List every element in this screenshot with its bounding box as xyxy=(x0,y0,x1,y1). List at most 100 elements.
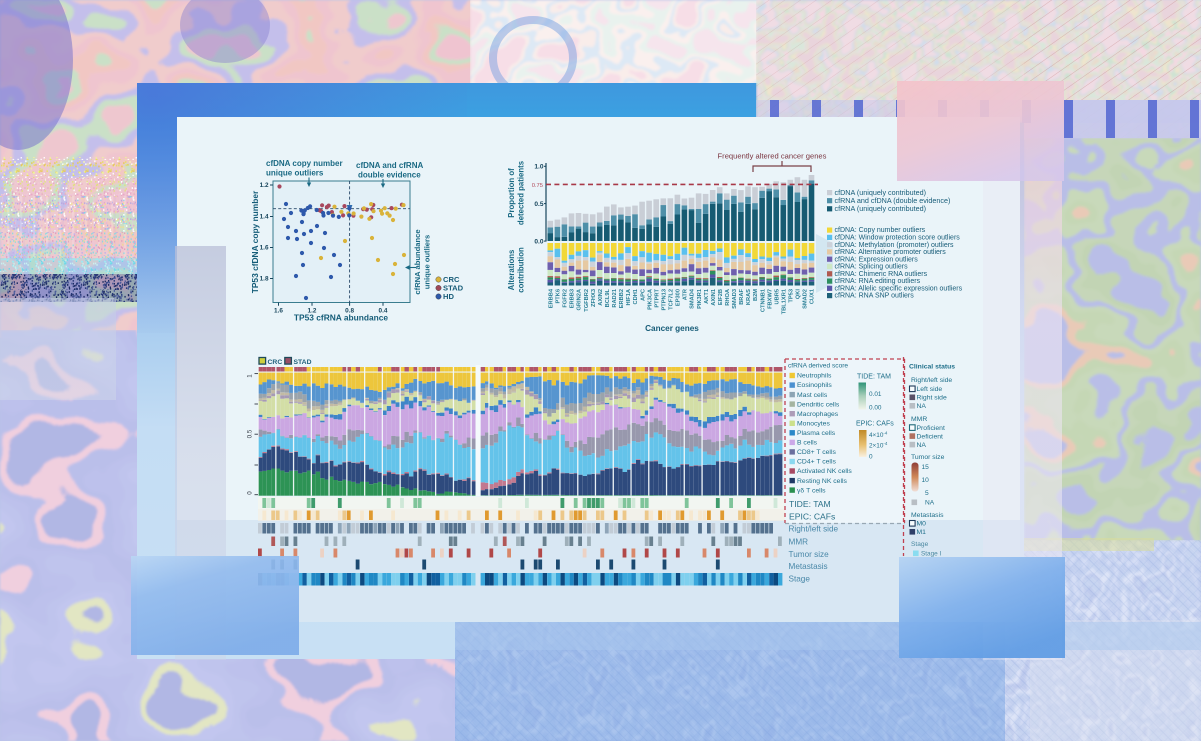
svg-text:Metastasis: Metastasis xyxy=(789,562,828,571)
svg-text:cfRNA: RNA SNP outliers: cfRNA: RNA SNP outliers xyxy=(835,293,915,300)
svg-text:double evidence: double evidence xyxy=(358,171,421,180)
svg-text:GRIN2A: GRIN2A xyxy=(577,289,583,311)
svg-text:NA: NA xyxy=(917,442,927,449)
svg-text:unique outliers: unique outliers xyxy=(423,235,432,289)
svg-text:0.00: 0.00 xyxy=(869,405,882,412)
svg-text:Tumor size: Tumor size xyxy=(911,454,945,461)
svg-text:1.2: 1.2 xyxy=(308,308,317,315)
svg-text:cfRNA: RNA editing outliers: cfRNA: RNA editing outliers xyxy=(835,278,921,285)
svg-text:cfRNA: Alternative promoter ou: cfRNA: Alternative promoter outliers xyxy=(835,249,947,256)
svg-text:STAD: STAD xyxy=(443,284,464,293)
svg-text:PTPN13: PTPN13 xyxy=(662,289,668,311)
svg-text:AKT1: AKT1 xyxy=(704,289,710,304)
svg-text:cfRNA: Expression outliers: cfRNA: Expression outliers xyxy=(835,256,919,263)
svg-text:Right/left side: Right/left side xyxy=(789,525,839,534)
svg-text:cfRNA: Splicing outliers: cfRNA: Splicing outliers xyxy=(835,264,909,271)
svg-text:QKI: QKI xyxy=(796,289,802,300)
svg-text:1.4: 1.4 xyxy=(260,214,269,221)
svg-text:ZFHX3: ZFHX3 xyxy=(591,289,597,307)
svg-text:0.5: 0.5 xyxy=(247,429,254,438)
svg-text:0.5: 0.5 xyxy=(534,201,543,208)
svg-text:EP300: EP300 xyxy=(676,289,682,306)
svg-text:APC: APC xyxy=(640,289,646,301)
svg-text:detected patients: detected patients xyxy=(517,160,526,225)
svg-text:TIDE: TAM: TIDE: TAM xyxy=(857,374,891,381)
svg-text:cfDNA: Copy number outliers: cfDNA: Copy number outliers xyxy=(835,227,926,234)
svg-text:Neutrophils: Neutrophils xyxy=(797,373,832,380)
svg-text:1: 1 xyxy=(247,374,254,378)
svg-text:γδ T cells: γδ T cells xyxy=(797,487,826,494)
svg-text:EPIC: CAFs: EPIC: CAFs xyxy=(856,421,894,428)
svg-text:STAD: STAD xyxy=(294,359,312,366)
svg-text:1.8: 1.8 xyxy=(260,276,269,283)
svg-text:Deficient: Deficient xyxy=(917,433,944,440)
svg-text:NA: NA xyxy=(917,403,927,410)
svg-text:CRC: CRC xyxy=(443,275,460,284)
svg-text:TIDE: TAM: TIDE: TAM xyxy=(789,499,831,509)
svg-text:PTPRT: PTPRT xyxy=(654,288,660,307)
svg-text:cfDNA: Methylation (promoter): cfDNA: Methylation (promoter) outliers xyxy=(835,242,955,249)
svg-text:KRAS: KRAS xyxy=(746,289,752,305)
svg-text:Alterations: Alterations xyxy=(507,249,516,290)
svg-text:EPIC: CAFs: EPIC: CAFs xyxy=(789,512,835,522)
svg-text:SMAD3: SMAD3 xyxy=(732,289,738,309)
svg-text:CD4+ T cells: CD4+ T cells xyxy=(797,459,836,466)
svg-text:Stage: Stage xyxy=(911,541,929,548)
svg-text:0.01: 0.01 xyxy=(869,391,882,398)
svg-text:Right side: Right side xyxy=(917,395,947,402)
svg-text:AXIN2: AXIN2 xyxy=(598,289,604,306)
svg-text:Activated NK cells: Activated NK cells xyxy=(797,468,852,475)
svg-text:PIK3CA: PIK3CA xyxy=(647,289,653,310)
svg-text:1.0: 1.0 xyxy=(534,164,543,171)
svg-text:FBXW7: FBXW7 xyxy=(767,289,773,309)
svg-text:UBR5: UBR5 xyxy=(774,289,780,305)
svg-text:cfRNA (uniquely contributed): cfRNA (uniquely contributed) xyxy=(835,204,927,213)
svg-text:HIF1A: HIF1A xyxy=(626,289,632,305)
svg-text:cfRNA: Allelic specific expres: cfRNA: Allelic specific expression outli… xyxy=(835,285,963,292)
svg-text:B cells: B cells xyxy=(797,440,818,447)
svg-text:EIF2B: EIF2B xyxy=(718,289,724,305)
svg-text:cfDNA: Window protection score: cfDNA: Window protection score outliers xyxy=(835,235,961,242)
svg-text:Macrophages: Macrophages xyxy=(797,411,839,418)
svg-text:Right/left side: Right/left side xyxy=(911,377,952,384)
svg-text:CRC: CRC xyxy=(268,359,283,366)
svg-text:HD: HD xyxy=(443,292,454,301)
svg-text:PIK3R1: PIK3R1 xyxy=(697,289,703,309)
svg-text:AXIN1: AXIN1 xyxy=(711,289,717,306)
svg-text:Monocytes: Monocytes xyxy=(797,420,830,427)
svg-text:cfRNA and cfDNA (double eviden: cfRNA and cfDNA (double evidence) xyxy=(835,196,951,205)
svg-text:TP53: TP53 xyxy=(789,289,795,303)
svg-text:CDH1: CDH1 xyxy=(633,289,639,305)
svg-text:MMR: MMR xyxy=(911,416,927,423)
svg-text:Resting NK cells: Resting NK cells xyxy=(797,478,847,485)
svg-text:Stage I: Stage I xyxy=(921,551,941,558)
svg-text:Cancer genes: Cancer genes xyxy=(645,324,699,333)
svg-text:ERBB3: ERBB3 xyxy=(570,289,576,308)
svg-text:Clinical status: Clinical status xyxy=(909,364,955,371)
svg-text:cfDNA and cfRNA: cfDNA and cfRNA xyxy=(356,161,423,170)
svg-text:TP53 cfDNA copy number: TP53 cfDNA copy number xyxy=(250,190,260,293)
svg-text:BRAF: BRAF xyxy=(739,288,745,304)
svg-text:1.6: 1.6 xyxy=(274,308,283,315)
svg-text:RAD21: RAD21 xyxy=(612,289,618,308)
svg-text:Stage: Stage xyxy=(789,575,811,584)
svg-text:Proportion of: Proportion of xyxy=(507,168,516,218)
svg-text:BCL9L: BCL9L xyxy=(605,288,611,307)
svg-text:2×10-4: 2×10-4 xyxy=(869,441,888,450)
svg-text:contribution: contribution xyxy=(517,247,526,293)
svg-text:M0: M0 xyxy=(917,521,927,528)
svg-text:15: 15 xyxy=(922,464,930,471)
svg-text:CUX1: CUX1 xyxy=(810,289,816,304)
svg-text:SMAD4: SMAD4 xyxy=(690,288,696,309)
svg-text:Eosinophils: Eosinophils xyxy=(797,382,832,389)
svg-text:cfDNA copy number: cfDNA copy number xyxy=(266,159,343,168)
svg-text:Mast cells: Mast cells xyxy=(797,392,828,399)
svg-text:ERBB4: ERBB4 xyxy=(549,288,555,308)
svg-text:0.8: 0.8 xyxy=(345,308,354,315)
svg-text:cfDNA (uniquely contributed): cfDNA (uniquely contributed) xyxy=(835,188,927,197)
svg-text:TBL1XR1: TBL1XR1 xyxy=(782,289,788,314)
svg-text:Plasma cells: Plasma cells xyxy=(797,430,836,437)
svg-text:TCF7L2: TCF7L2 xyxy=(669,289,675,310)
svg-text:unique outliers: unique outliers xyxy=(266,169,324,178)
svg-text:CTNNB1: CTNNB1 xyxy=(760,289,766,312)
